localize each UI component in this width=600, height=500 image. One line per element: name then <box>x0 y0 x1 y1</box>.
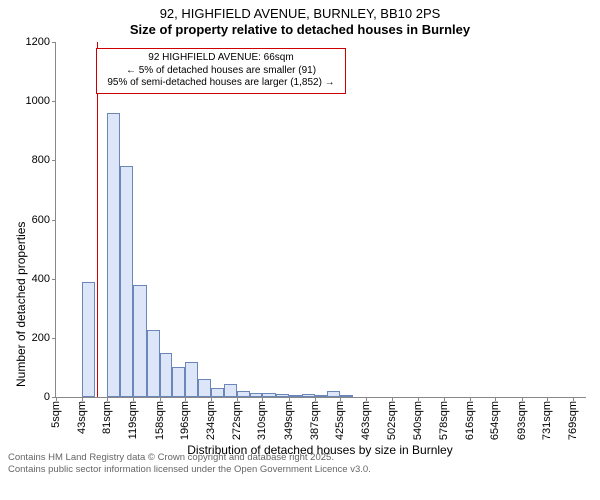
x-tick-mark <box>495 397 496 401</box>
histogram-bar <box>107 113 120 397</box>
histogram-bar <box>120 166 133 397</box>
x-tick-mark <box>289 397 290 401</box>
annotation-line: 92 HIGHFIELD AVENUE: 66sqm <box>103 52 339 65</box>
histogram-bar <box>289 395 302 397</box>
histogram-bar <box>262 393 276 397</box>
title-block: 92, HIGHFIELD AVENUE, BURNLEY, BB10 2PS … <box>0 0 600 37</box>
x-tick-label: 540sqm <box>412 397 424 440</box>
x-tick-mark <box>444 397 445 401</box>
y-tick-mark <box>52 160 56 161</box>
histogram-bar <box>302 394 315 397</box>
x-tick-mark <box>82 397 83 401</box>
histogram-bar <box>250 393 263 397</box>
x-tick-mark <box>522 397 523 401</box>
x-tick-mark <box>573 397 574 401</box>
y-tick-mark <box>52 42 56 43</box>
page-subtitle: Size of property relative to detached ho… <box>0 22 600 37</box>
x-tick-mark <box>366 397 367 401</box>
y-axis-label: Number of detached properties <box>14 222 28 387</box>
x-tick-label: 119sqm <box>127 397 139 439</box>
y-tick-mark <box>52 220 56 221</box>
x-tick-label: 5sqm <box>50 397 62 428</box>
x-tick-mark <box>133 397 134 401</box>
histogram-bar <box>340 395 353 397</box>
histogram-bar <box>172 367 185 397</box>
x-tick-mark <box>56 397 57 401</box>
x-tick-mark <box>107 397 108 401</box>
reference-line <box>97 42 98 397</box>
y-tick-mark <box>52 279 56 280</box>
x-tick-label: 349sqm <box>283 397 295 440</box>
chart-container: Number of detached properties 0200400600… <box>0 37 600 452</box>
x-tick-mark <box>262 397 263 401</box>
x-tick-mark <box>418 397 419 401</box>
annotation-line: ← 5% of detached houses are smaller (91) <box>103 65 339 78</box>
histogram-bar <box>327 391 340 397</box>
x-tick-mark <box>211 397 212 401</box>
histogram-bar <box>315 395 328 397</box>
x-tick-mark <box>547 397 548 401</box>
x-tick-label: 387sqm <box>309 397 321 440</box>
x-tick-label: 425sqm <box>334 397 346 440</box>
x-tick-mark <box>237 397 238 401</box>
x-tick-label: 463sqm <box>360 397 372 440</box>
x-tick-label: 158sqm <box>154 397 166 440</box>
page-title: 92, HIGHFIELD AVENUE, BURNLEY, BB10 2PS <box>0 6 600 21</box>
x-tick-label: 81sqm <box>101 397 113 434</box>
histogram-bar <box>147 330 160 397</box>
x-tick-label: 616sqm <box>464 397 476 440</box>
footer-line-2: Contains public sector information licen… <box>8 464 600 476</box>
histogram-bar <box>133 285 147 397</box>
x-tick-mark <box>315 397 316 401</box>
histogram-bar <box>224 384 237 397</box>
x-tick-label: 196sqm <box>179 397 191 440</box>
x-tick-label: 578sqm <box>438 397 450 440</box>
x-tick-mark <box>185 397 186 401</box>
x-tick-label: 693sqm <box>516 397 528 440</box>
x-tick-mark <box>340 397 341 401</box>
x-tick-label: 234sqm <box>205 397 217 440</box>
histogram-bar <box>185 362 198 398</box>
x-tick-mark <box>160 397 161 401</box>
x-tick-label: 769sqm <box>567 397 579 440</box>
x-tick-label: 272sqm <box>231 397 243 440</box>
y-tick-mark <box>52 338 56 339</box>
x-axis-label: Distribution of detached houses by size … <box>170 443 470 457</box>
x-tick-mark <box>392 397 393 401</box>
histogram-bar <box>198 379 211 397</box>
annotation-line: 95% of semi-detached houses are larger (… <box>103 77 339 90</box>
histogram-bar <box>211 388 224 397</box>
histogram-bar <box>276 394 289 397</box>
x-tick-mark <box>470 397 471 401</box>
x-tick-label: 654sqm <box>489 397 501 440</box>
x-tick-label: 43sqm <box>76 397 88 434</box>
histogram-bar <box>237 391 250 397</box>
x-tick-label: 502sqm <box>386 397 398 440</box>
histogram-bar <box>82 282 95 397</box>
x-tick-label: 310sqm <box>256 397 268 440</box>
x-tick-label: 731sqm <box>541 397 553 440</box>
y-tick-mark <box>52 101 56 102</box>
histogram-bar <box>160 353 173 397</box>
annotation-box: 92 HIGHFIELD AVENUE: 66sqm← 5% of detach… <box>96 48 346 94</box>
plot-area: 0200400600800100012005sqm43sqm81sqm119sq… <box>55 42 586 398</box>
